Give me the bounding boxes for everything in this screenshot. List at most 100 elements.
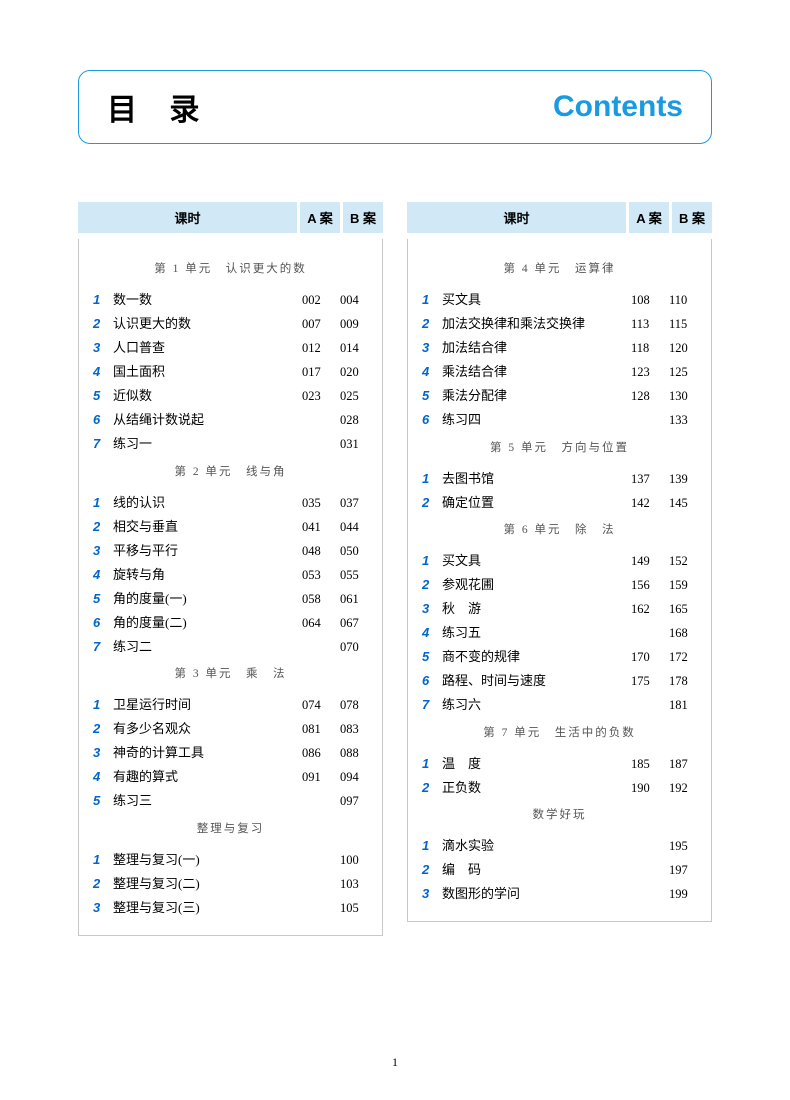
toc-row: 5角的度量(一)058061 — [87, 590, 374, 609]
row-number: 6 — [422, 672, 442, 690]
toc-row: 3加法结合律118120 — [416, 339, 703, 358]
row-number: 1 — [422, 470, 442, 488]
row-name: 整理与复习(二) — [113, 875, 298, 893]
row-number: 1 — [93, 696, 113, 714]
page-a: 091 — [298, 769, 336, 787]
page-b: 145 — [665, 495, 703, 513]
page-a: 074 — [298, 697, 336, 715]
header-lesson: 课时 — [78, 202, 297, 233]
page-a: 058 — [298, 591, 336, 609]
toc-row: 4国土面积017020 — [87, 363, 374, 382]
page-b: 094 — [336, 769, 374, 787]
toc-row: 1卫星运行时间074078 — [87, 696, 374, 715]
page-b: 100 — [336, 852, 374, 870]
page-b: 120 — [665, 340, 703, 358]
row-name: 国土面积 — [113, 363, 298, 381]
page-b: 192 — [665, 780, 703, 798]
row-number: 7 — [93, 638, 113, 656]
row-number: 3 — [422, 339, 442, 357]
row-number: 1 — [422, 837, 442, 855]
page-b: 172 — [665, 649, 703, 667]
page-b: 181 — [665, 697, 703, 715]
page-a: 162 — [627, 601, 665, 619]
toc-row: 2编 码197 — [416, 861, 703, 880]
page-a: 113 — [627, 316, 665, 334]
row-name: 路程、时间与速度 — [442, 672, 627, 690]
toc-row: 1滴水实验195 — [416, 837, 703, 856]
toc-row: 2认识更大的数007009 — [87, 315, 374, 334]
page-a: 053 — [298, 567, 336, 585]
page-b: 195 — [665, 838, 703, 856]
toc-row: 4旋转与角053055 — [87, 566, 374, 585]
page-b: 078 — [336, 697, 374, 715]
toc-row: 4乘法结合律123125 — [416, 363, 703, 382]
toc-row: 2确定位置142145 — [416, 494, 703, 513]
toc-row: 3秋 游162165 — [416, 600, 703, 619]
toc-row: 2参观花圃156159 — [416, 576, 703, 595]
page-a: 149 — [627, 553, 665, 571]
page-b: 152 — [665, 553, 703, 571]
row-name: 线的认识 — [113, 494, 298, 512]
page-a: 086 — [298, 745, 336, 763]
toc-row: 1线的认识035037 — [87, 494, 374, 513]
toc-row: 7练习二070 — [87, 638, 374, 657]
row-number: 3 — [93, 339, 113, 357]
page-a: 048 — [298, 543, 336, 561]
page-b: 031 — [336, 436, 374, 454]
row-name: 认识更大的数 — [113, 315, 298, 333]
page-a: 128 — [627, 388, 665, 406]
row-name: 角的度量(二) — [113, 614, 298, 632]
page-a: 185 — [627, 756, 665, 774]
right-column-header: 课时 A 案 B 案 — [407, 202, 712, 233]
row-name: 旋转与角 — [113, 566, 298, 584]
row-number: 7 — [422, 696, 442, 714]
row-number: 4 — [93, 768, 113, 786]
row-number: 1 — [422, 552, 442, 570]
row-name: 秋 游 — [442, 600, 627, 618]
row-name: 有多少名观众 — [113, 720, 298, 738]
toc-row: 4有趣的算式091094 — [87, 768, 374, 787]
page-a: 023 — [298, 388, 336, 406]
toc-row: 6角的度量(二)064067 — [87, 614, 374, 633]
page-b: 009 — [336, 316, 374, 334]
row-number: 2 — [93, 518, 113, 536]
page-a: 123 — [627, 364, 665, 382]
toc-row: 1买文具108110 — [416, 291, 703, 310]
row-number: 3 — [422, 600, 442, 618]
toc-row: 3整理与复习(三)105 — [87, 899, 374, 918]
row-name: 商不变的规律 — [442, 648, 627, 666]
page-b: 133 — [665, 412, 703, 430]
page-a: 190 — [627, 780, 665, 798]
row-name: 编 码 — [442, 861, 627, 879]
toc-row: 1买文具149152 — [416, 552, 703, 571]
page-b: 199 — [665, 886, 703, 904]
page-b: 178 — [665, 673, 703, 691]
row-number: 1 — [93, 851, 113, 869]
row-name: 确定位置 — [442, 494, 627, 512]
toc-row: 6路程、时间与速度175178 — [416, 672, 703, 691]
page-a: 142 — [627, 495, 665, 513]
row-name: 买文具 — [442, 291, 627, 309]
unit-title: 整理与复习 — [87, 821, 374, 837]
page-b: 130 — [665, 388, 703, 406]
right-column: 课时 A 案 B 案 第 4 单元 运算律1买文具1081102加法交换律和乘法… — [407, 202, 712, 936]
toc-row: 2正负数190192 — [416, 779, 703, 798]
unit-title: 第 4 单元 运算律 — [416, 261, 703, 277]
page-b: 115 — [665, 316, 703, 334]
page-b: 028 — [336, 412, 374, 430]
toc-row: 3数图形的学问199 — [416, 885, 703, 904]
row-name: 去图书馆 — [442, 470, 627, 488]
header-col-a: A 案 — [300, 202, 340, 233]
row-name: 整理与复习(三) — [113, 899, 298, 917]
row-number: 2 — [422, 315, 442, 333]
page-a: 007 — [298, 316, 336, 334]
page-b: 037 — [336, 495, 374, 513]
row-name: 卫星运行时间 — [113, 696, 298, 714]
row-number: 4 — [93, 566, 113, 584]
page-b: 187 — [665, 756, 703, 774]
row-name: 有趣的算式 — [113, 768, 298, 786]
page-a: 081 — [298, 721, 336, 739]
row-number: 3 — [93, 744, 113, 762]
toc-row: 1去图书馆137139 — [416, 470, 703, 489]
row-number: 2 — [422, 576, 442, 594]
